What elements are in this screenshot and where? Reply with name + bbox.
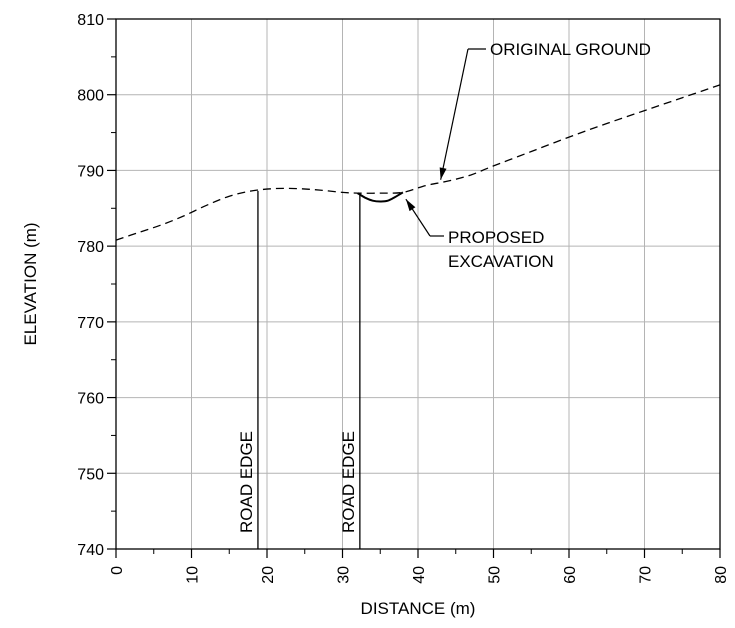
x-tick-label: 30 — [336, 566, 353, 584]
original-ground-label: ORIGINAL GROUND — [490, 40, 651, 59]
x-tick-label: 70 — [638, 566, 655, 584]
x-tick-label: 80 — [713, 566, 730, 584]
y-axis-title: ELEVATION (m) — [21, 222, 40, 345]
y-tick-label: 780 — [77, 239, 104, 256]
y-tick-label: 810 — [77, 12, 104, 29]
x-tick-label: 40 — [411, 566, 428, 584]
x-tick-label: 20 — [260, 566, 277, 584]
x-tick-label: 0 — [109, 566, 126, 575]
x-tick-label: 60 — [562, 566, 579, 584]
road-edge-label: ROAD EDGE — [339, 431, 358, 533]
annotations — [405, 48, 486, 237]
x-tick-label: 10 — [185, 566, 202, 584]
proposed-excavation-label-line2: EXCAVATION — [448, 252, 554, 271]
grid — [116, 19, 720, 549]
road-edge-label: ROAD EDGE — [237, 431, 256, 533]
y-tick-label: 770 — [77, 315, 104, 332]
y-tick-label: 790 — [77, 163, 104, 180]
original-ground-leader — [440, 48, 469, 180]
plot-series — [115, 84, 721, 241]
original-ground-line — [115, 84, 721, 241]
x-axis-title: DISTANCE (m) — [361, 599, 476, 618]
plot-frame — [115, 18, 721, 550]
road-edge-markers: ROAD EDGE ROAD EDGE — [237, 190, 361, 549]
x-tick-label: 50 — [487, 566, 504, 584]
y-tick-label: 800 — [77, 88, 104, 105]
proposed-excavation-curve — [357, 191, 404, 203]
proposed-excavation-arrowhead — [405, 199, 416, 212]
proposed-excavation-label-line1: PROPOSED — [448, 228, 544, 247]
y-tick-label: 750 — [77, 466, 104, 483]
axis-ticks: 0 10 20 30 40 50 60 70 80 740 750 760 770 780 790 800 81… — [77, 12, 730, 584]
y-tick-label: 760 — [77, 391, 104, 408]
original-ground-arrowhead — [439, 167, 447, 180]
y-tick-label: 740 — [77, 542, 104, 559]
